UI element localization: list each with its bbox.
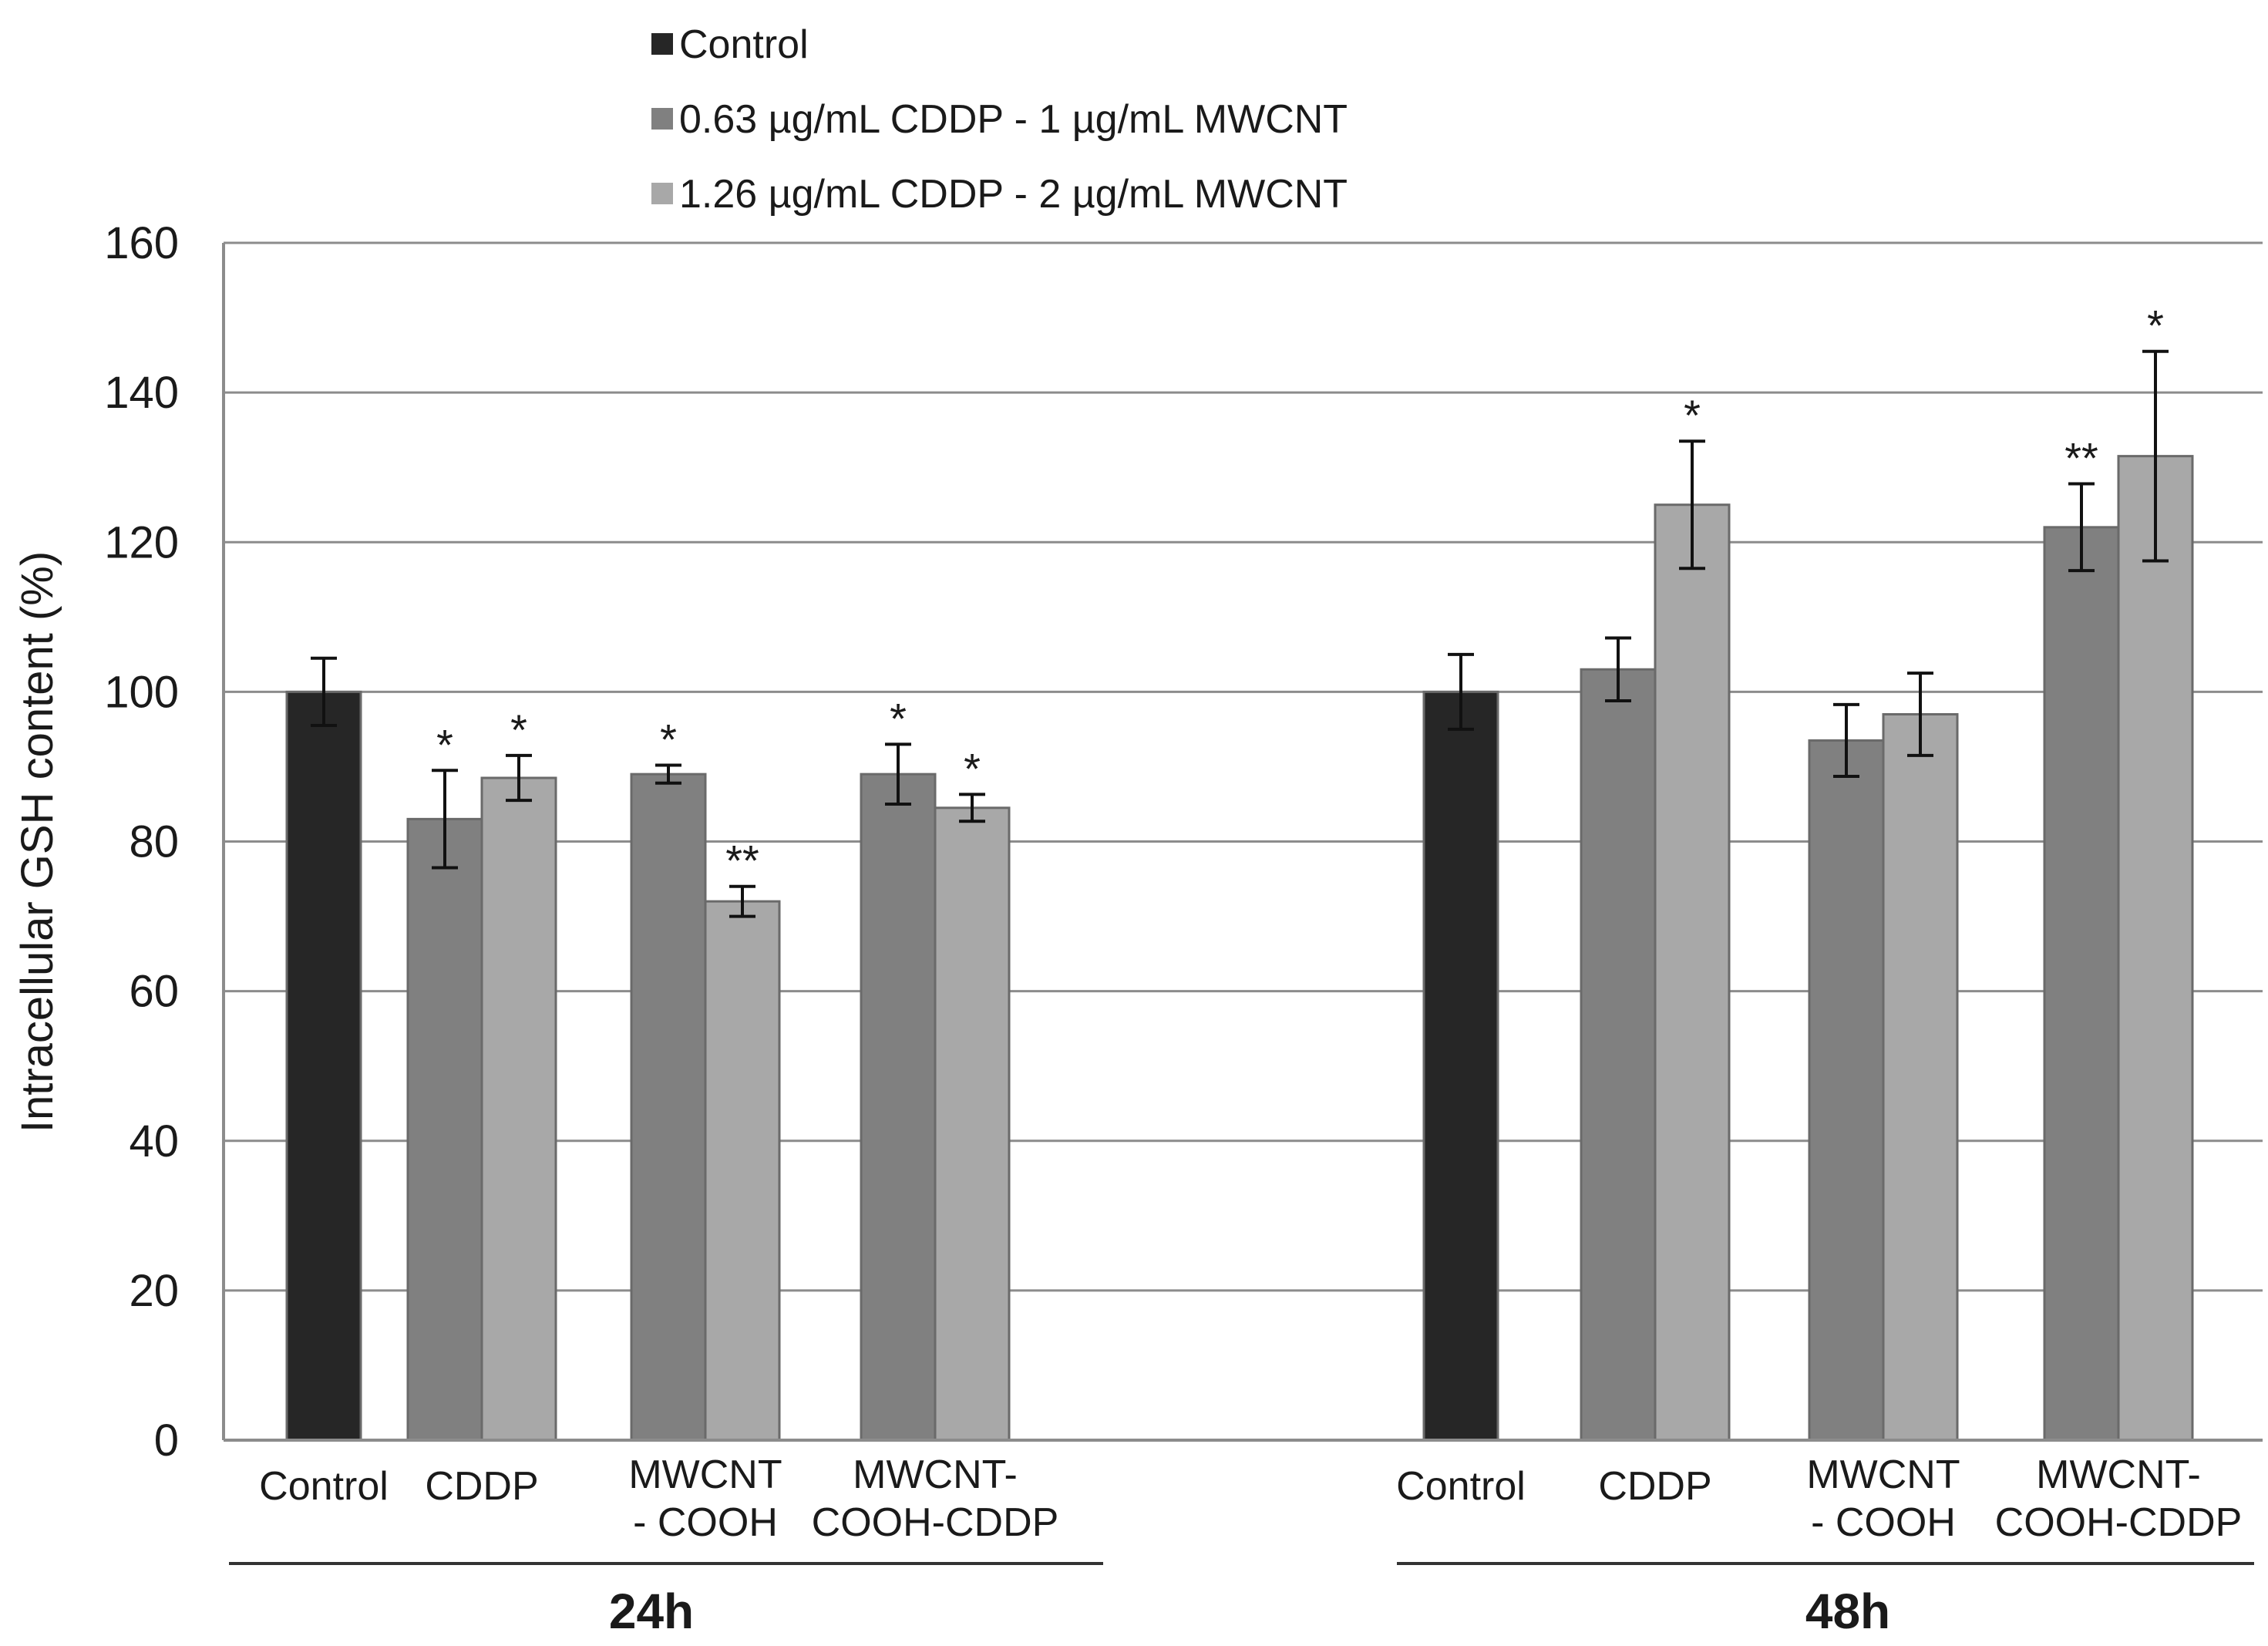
significance-marker: * xyxy=(2147,301,2164,350)
significance-marker: * xyxy=(436,720,453,769)
category-label: MWCNT- xyxy=(2036,1452,2201,1497)
significance-marker: * xyxy=(1684,391,1701,439)
y-tick-label: 20 xyxy=(129,1266,179,1316)
y-tick-label: 60 xyxy=(129,967,179,1017)
group-label: 48h xyxy=(1805,1584,1890,1639)
bar xyxy=(2117,455,2194,1442)
y-tick-label: 40 xyxy=(129,1116,179,1166)
bar xyxy=(2043,526,2120,1442)
bar xyxy=(860,773,937,1442)
category-label: MWCNT xyxy=(1806,1452,1960,1497)
axes: 0 20 40 60 80 100 120 140 160 Intracellular GSH c… xyxy=(12,218,2263,1466)
y-tick-label: 80 xyxy=(129,817,179,867)
category-label: CDDP xyxy=(1598,1464,1711,1509)
category-label: MWCNT- xyxy=(853,1452,1018,1497)
y-tick-label: 120 xyxy=(104,517,179,567)
y-axis-title: Intracellular GSH content (%) xyxy=(12,551,62,1133)
significance-marker: ** xyxy=(725,836,759,885)
bar xyxy=(934,806,1011,1442)
significance-marker: ** xyxy=(2064,434,2098,483)
legend-swatch xyxy=(651,183,673,204)
group-label: 24h xyxy=(609,1584,694,1639)
category-label: COOH-CDDP xyxy=(812,1500,1059,1545)
y-tick-label: 0 xyxy=(154,1415,179,1466)
legend-label: 1.26 µg/mL CDDP - 2 µg/mL MWCNT xyxy=(679,172,1348,217)
bar xyxy=(1654,503,1731,1442)
legend-swatch xyxy=(651,33,673,55)
bar xyxy=(480,776,557,1442)
significance-marker: * xyxy=(510,705,527,754)
category-label: MWCNT xyxy=(628,1452,782,1497)
category-label: Control xyxy=(1396,1464,1526,1509)
significance-marker: * xyxy=(660,715,677,763)
legend: Control 0.63 µg/mL CDDP - 1 µg/mL MWCNT 1.… xyxy=(651,22,1348,217)
bar xyxy=(1808,739,1885,1442)
y-tick-label: 140 xyxy=(104,368,179,418)
bar xyxy=(704,900,781,1442)
bar xyxy=(1422,690,1499,1442)
legend-label: Control xyxy=(679,22,809,67)
gridlines xyxy=(224,241,2263,1292)
category-label: COOH-CDDP xyxy=(1995,1500,2243,1545)
labels: Control* *CDDP***MWCNT- COOH**MWCNT-COOH-… xyxy=(229,301,2254,1639)
bars xyxy=(285,349,2194,1442)
bar xyxy=(630,773,707,1442)
category-label: - COOH xyxy=(1811,1500,1956,1545)
legend-label: 0.63 µg/mL CDDP - 1 µg/mL MWCNT xyxy=(679,97,1348,142)
bar xyxy=(285,690,362,1442)
bar xyxy=(406,817,483,1442)
legend-swatch xyxy=(651,108,673,130)
bar xyxy=(1882,712,1959,1442)
bar xyxy=(1580,668,1657,1442)
category-label: CDDP xyxy=(425,1464,538,1509)
y-tick-label: 100 xyxy=(104,667,179,717)
significance-marker: * xyxy=(964,744,981,793)
category-label: - COOH xyxy=(633,1500,778,1545)
significance-marker: * xyxy=(890,694,907,742)
y-tick-label: 160 xyxy=(104,218,179,268)
category-label: Control xyxy=(259,1464,389,1509)
